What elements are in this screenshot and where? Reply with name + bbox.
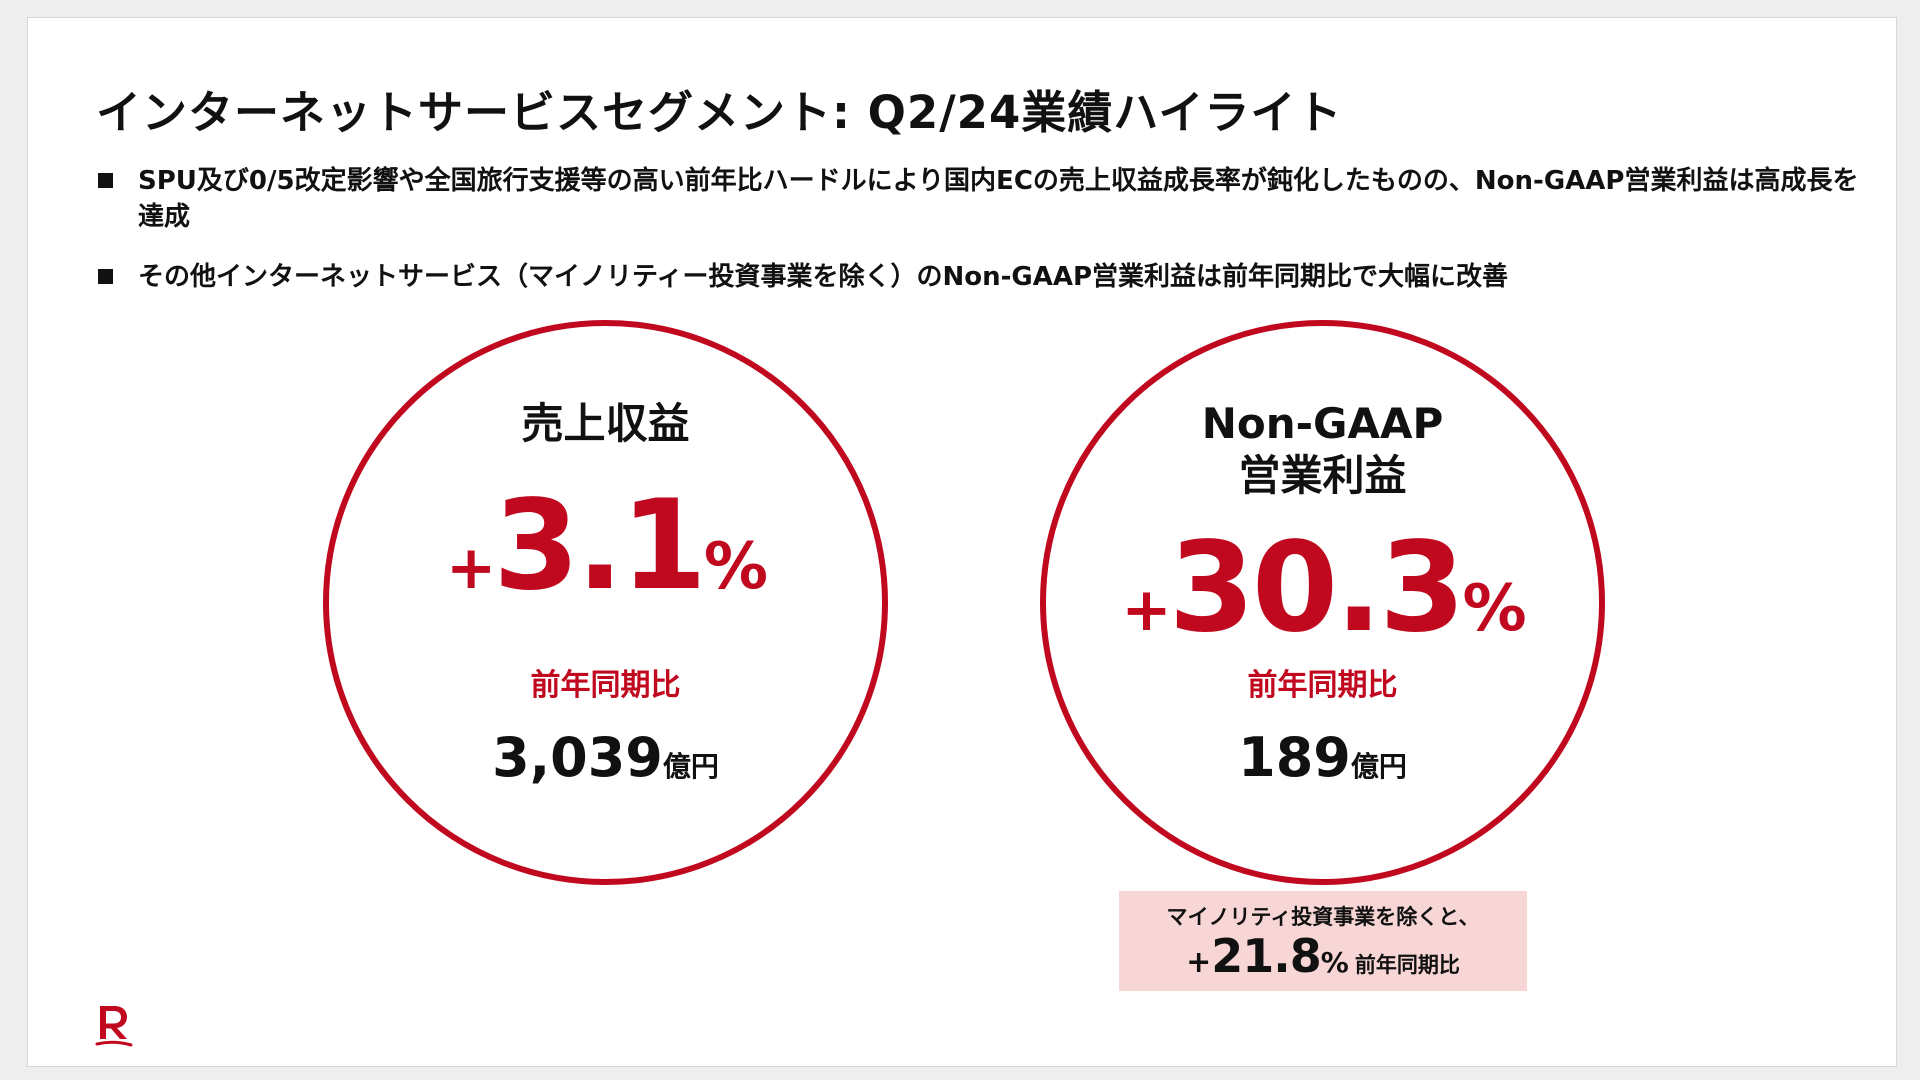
- amount-value: 3,039: [492, 726, 663, 789]
- square-bullet-icon: [98, 173, 113, 188]
- slide: インターネットサービスセグメント: Q2/24業績ハイライト SPU及び0/5改…: [27, 17, 1897, 1067]
- operating-income-metric-title: Non-GAAP 営業利益: [1046, 398, 1599, 502]
- page-title: インターネットサービスセグメント: Q2/24業績ハイライト: [96, 86, 1343, 139]
- note-percent: %: [1320, 946, 1349, 979]
- bullet-text: SPU及び0/5改定影響や全国旅行支援等の高い前年比ハードルにより国内ECの売上…: [138, 166, 1859, 232]
- revenue-yoy-label: 前年同期比: [530, 668, 681, 703]
- note-yoy-label: 前年同期比: [1354, 953, 1460, 977]
- bullet-item: SPU及び0/5改定影響や全国旅行支援等の高い前年比ハードルにより国内ECの売上…: [98, 163, 1878, 235]
- revenue-metric-title: 売上収益: [521, 399, 690, 448]
- note-sign: +: [1186, 945, 1212, 980]
- metric-title-line2: 営業利益: [1238, 451, 1407, 500]
- note-caption: マイノリティ投資事業を除くと、: [1166, 905, 1480, 929]
- revenue-amount: 3,039億円: [329, 726, 882, 789]
- rakuten-r-logo-icon: [95, 1006, 133, 1047]
- operating-income-yoy-label: 前年同期比: [1247, 668, 1398, 703]
- minority-note-box: マイノリティ投資事業を除くと、 +21.8% 前年同期比: [1119, 891, 1527, 991]
- bullet-item: その他インターネットサービス（マイノリティー投資事業を除く）のNon-GAAP営…: [98, 259, 1878, 295]
- growth-number: 3.1: [493, 474, 707, 618]
- growth-number: 30.3: [1168, 516, 1466, 660]
- metric-title-line1: Non-GAAP: [1201, 399, 1444, 448]
- growth-sign: +: [1121, 575, 1171, 645]
- operating-income-growth-value: +30.3%: [1046, 516, 1599, 660]
- amount-unit: 億円: [662, 750, 719, 783]
- operating-income-amount: 189億円: [1046, 726, 1599, 789]
- bullet-list: SPU及び0/5改定影響や全国旅行支援等の高い前年比ハードルにより国内ECの売上…: [98, 163, 1878, 319]
- revenue-metric-circle: 売上収益 +3.1% 前年同期比 3,039億円: [323, 320, 888, 885]
- growth-percent: %: [703, 530, 768, 604]
- square-bullet-icon: [98, 269, 113, 284]
- note-growth: +21.8% 前年同期比: [1119, 929, 1527, 983]
- bullet-text: その他インターネットサービス（マイノリティー投資事業を除く）のNon-GAAP営…: [138, 262, 1509, 292]
- amount-value: 189: [1238, 726, 1351, 789]
- growth-sign: +: [445, 533, 496, 603]
- amount-unit: 億円: [1350, 750, 1407, 783]
- revenue-growth-value: +3.1%: [329, 474, 882, 618]
- growth-percent: %: [1462, 572, 1527, 646]
- note-number: 21.8: [1211, 929, 1321, 983]
- operating-income-metric-circle: Non-GAAP 営業利益 +30.3% 前年同期比 189億円: [1040, 320, 1605, 885]
